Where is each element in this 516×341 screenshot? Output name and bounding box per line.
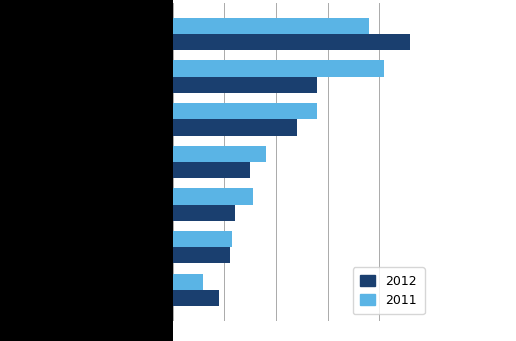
Bar [173, 189, 253, 205]
Bar [173, 60, 384, 77]
Bar [173, 205, 235, 221]
Bar [173, 18, 369, 34]
Bar [173, 290, 219, 306]
Legend: 2012, 2011: 2012, 2011 [353, 267, 425, 314]
Bar [173, 34, 410, 50]
Bar [173, 231, 232, 247]
Bar [173, 103, 317, 119]
Bar [173, 247, 230, 264]
Bar [173, 77, 317, 93]
Bar [173, 274, 203, 290]
Bar [173, 162, 250, 178]
Bar [173, 119, 297, 135]
Bar [173, 146, 266, 162]
